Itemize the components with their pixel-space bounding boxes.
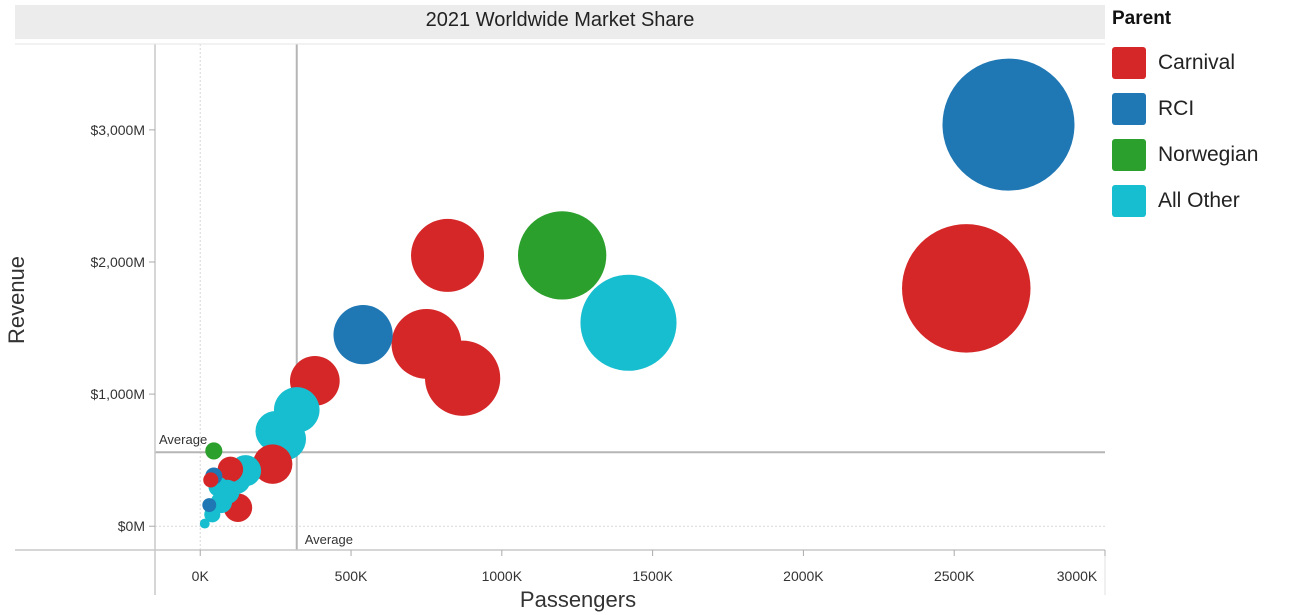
- bubble-carnival: [217, 456, 244, 483]
- x-tick-label: 1500K: [632, 568, 673, 584]
- y-average-label: Average: [159, 432, 207, 447]
- x-tick-label: 2000K: [783, 568, 824, 584]
- legend: Parent Carnival RCI Norwegian All Other: [1112, 8, 1292, 224]
- reference-lines: Average Average: [155, 44, 1105, 550]
- x-axis-title: Passengers: [520, 587, 636, 612]
- bubble-carnival: [252, 444, 293, 484]
- x-average-label: Average: [305, 532, 353, 547]
- legend-swatch-rci: [1112, 93, 1146, 125]
- y-tick-label: $0M: [118, 518, 145, 534]
- x-tick-label: 3000K: [1057, 568, 1098, 584]
- x-tick-label: 2500K: [934, 568, 975, 584]
- legend-label: Norwegian: [1158, 143, 1259, 166]
- bubble-norwegian: [517, 211, 607, 300]
- chart-title: 2021 Worldwide Market Share: [426, 9, 695, 31]
- legend-label: All Other: [1158, 189, 1240, 212]
- y-tick-label: $3,000M: [91, 122, 145, 138]
- y-axis-title: Revenue: [4, 256, 29, 344]
- x-tick-label: 500K: [335, 568, 368, 584]
- x-tick-label: 1000K: [482, 568, 523, 584]
- bubble-layer: [199, 58, 1075, 529]
- y-tick-label: $2,000M: [91, 254, 145, 270]
- bubble-all-other: [199, 518, 210, 529]
- bubble-rci: [202, 498, 217, 513]
- legend-swatch-norwegian: [1112, 139, 1146, 171]
- legend-item-all-other[interactable]: All Other: [1112, 178, 1292, 224]
- bubble-carnival: [902, 224, 1031, 353]
- bubble-all-other: [255, 410, 296, 452]
- legend-item-carnival[interactable]: Carnival: [1112, 40, 1292, 86]
- legend-title: Parent: [1112, 8, 1172, 29]
- bubble-all-other: [580, 274, 677, 371]
- bubble-carnival: [203, 472, 219, 488]
- chart-title-band: [15, 5, 1105, 39]
- bubble-carnival: [391, 308, 462, 379]
- x-tick-label: 0K: [192, 568, 210, 584]
- grid-layer: [155, 44, 1105, 550]
- legend-swatch-carnival: [1112, 47, 1146, 79]
- legend-label: RCI: [1158, 97, 1195, 120]
- y-tick-label: $1,000M: [91, 386, 145, 402]
- legend-item-norwegian[interactable]: Norwegian: [1112, 132, 1292, 178]
- bubble-rci: [942, 58, 1075, 191]
- legend-label: Carnival: [1158, 51, 1236, 74]
- bubble-norwegian: [205, 442, 223, 460]
- legend-swatch-all-other: [1112, 185, 1146, 217]
- axes-layer: 0K 500K 1000K 1500K 2000K 2500K 3000K $0M $1,000…: [15, 43, 1106, 595]
- bubble-carnival: [411, 218, 485, 292]
- bubble-rci: [333, 305, 393, 365]
- legend-item-rci[interactable]: RCI: [1112, 86, 1292, 132]
